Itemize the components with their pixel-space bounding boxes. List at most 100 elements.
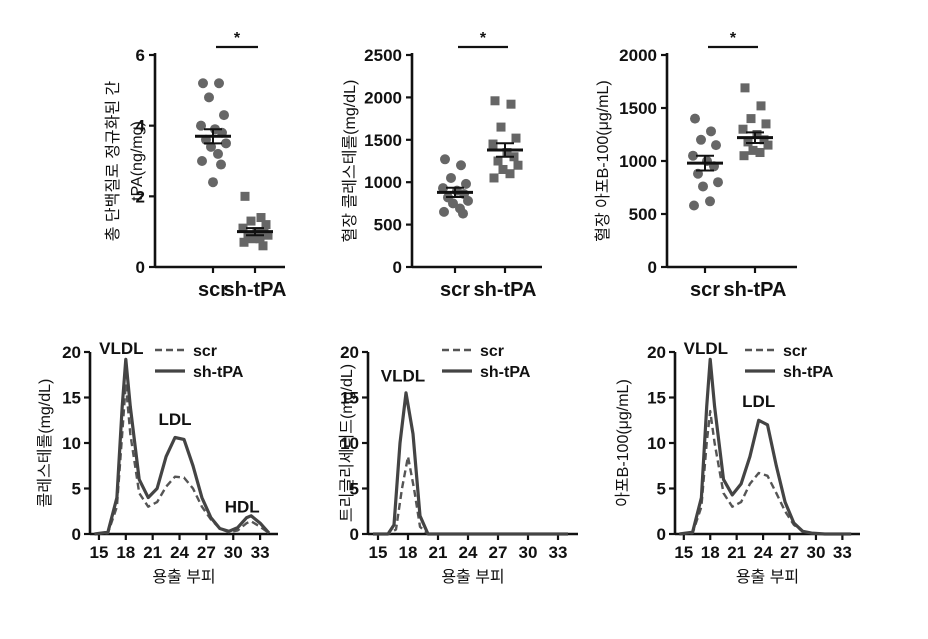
x-tick-label: 27 <box>197 543 216 562</box>
y-tick-label: 10 <box>647 434 666 453</box>
x-tick-label: 24 <box>170 543 189 562</box>
x-tick-label: 24 <box>459 543 478 562</box>
data-point <box>696 134 706 145</box>
data-point <box>240 191 250 201</box>
legend-label: scr <box>783 343 807 360</box>
peak-label: VLDL <box>684 339 728 358</box>
y-tick-label: 0 <box>136 258 145 277</box>
chart-p3: 0 500 1000 1500 2000 scr sh-tPA 혈장 아포B-100(μg/m… <box>594 30 797 301</box>
y-tick-label: 10 <box>62 434 81 453</box>
y-tick-label: 2500 <box>364 46 402 65</box>
y-tick-label: 20 <box>647 343 666 362</box>
legend-label: sh-tPA <box>193 364 244 381</box>
data-point <box>255 234 265 244</box>
data-point <box>505 169 515 179</box>
data-point <box>221 138 231 149</box>
y-tick-label: 20 <box>62 343 81 362</box>
x-tick-label: 33 <box>251 543 270 562</box>
y-tick-label: 1000 <box>619 152 657 171</box>
y-axis-label: tPA(ng/mg) <box>129 121 146 201</box>
data-point <box>248 234 258 244</box>
data-point <box>256 213 266 223</box>
data-point <box>440 154 450 165</box>
data-point <box>214 78 224 89</box>
peak-label: VLDL <box>99 339 143 358</box>
data-point <box>261 220 271 230</box>
y-tick-label: 2000 <box>364 88 402 107</box>
x-category-label: scr <box>690 279 720 301</box>
data-point <box>490 96 500 106</box>
data-point <box>756 101 766 111</box>
peak-label: HDL <box>225 497 260 516</box>
data-point <box>197 156 207 166</box>
data-point <box>739 151 749 161</box>
x-tick-label: 27 <box>489 543 508 562</box>
x-tick-label: 30 <box>806 543 825 562</box>
data-point <box>208 177 218 188</box>
x-tick-label: 18 <box>116 543 135 562</box>
y-axis-label: 트리글리세리드(mg/dL) <box>338 364 356 522</box>
y-tick-label: 0 <box>393 258 402 277</box>
data-point <box>689 200 699 211</box>
data-point <box>439 206 449 217</box>
data-point <box>752 130 762 139</box>
legend-label: sh-tPA <box>480 364 531 381</box>
data-point <box>246 216 256 226</box>
data-point <box>502 148 512 158</box>
data-point <box>489 173 499 183</box>
x-category-label: scr <box>440 279 470 301</box>
data-point <box>740 83 750 93</box>
x-category-label: sh-tPA <box>724 279 787 301</box>
data-point <box>206 141 216 152</box>
data-point <box>438 183 448 194</box>
y-tick-label: 0 <box>72 525 81 544</box>
data-point <box>493 156 503 166</box>
y-tick-label: 15 <box>340 389 359 408</box>
data-point <box>706 126 716 137</box>
data-point <box>216 159 226 170</box>
y-axis-label: 콜레스테롤(mg/dL) <box>36 379 54 508</box>
x-tick-label: 24 <box>754 543 773 562</box>
x-category-label: sh-tPA <box>224 279 287 301</box>
data-point <box>698 181 708 192</box>
data-point <box>511 133 521 143</box>
x-tick-label: 15 <box>89 543 108 562</box>
significance-star: * <box>234 30 241 47</box>
series-line-scr <box>94 382 270 536</box>
data-point <box>456 160 466 171</box>
x-tick-label: 27 <box>780 543 799 562</box>
data-point <box>743 137 753 147</box>
y-tick-label: 1500 <box>619 99 657 118</box>
x-category-label: sh-tPA <box>474 279 537 301</box>
data-point <box>488 139 498 149</box>
y-tick-label: 1000 <box>364 173 402 192</box>
x-tick-label: 21 <box>143 543 162 562</box>
series-line-sh-tPA <box>94 357 271 536</box>
data-point <box>755 148 765 158</box>
x-tick-label: 15 <box>674 543 693 562</box>
y-axis-label: 총 단백질로 정규화된 간 <box>104 80 122 241</box>
y-tick-label: 500 <box>629 205 657 224</box>
peak-label: VLDL <box>381 366 425 385</box>
x-axis-label: 용출 부피 <box>152 568 215 586</box>
y-tick-label: 2000 <box>619 46 657 65</box>
data-point <box>690 113 700 124</box>
series-line-sh-tPA <box>373 391 568 536</box>
data-point <box>463 195 473 206</box>
data-point <box>748 145 758 155</box>
x-axis-label: 용출 부피 <box>441 568 504 586</box>
y-tick-label: 2 <box>136 187 145 206</box>
data-point <box>763 140 773 150</box>
y-tick-label: 0 <box>657 525 666 544</box>
y-tick-label: 4 <box>136 117 146 136</box>
series-line-scr <box>373 455 568 536</box>
data-point <box>219 110 229 121</box>
y-tick-label: 5 <box>72 480 81 499</box>
legend-label: scr <box>480 343 504 360</box>
data-point <box>458 208 468 219</box>
peak-label: LDL <box>742 392 775 411</box>
data-point <box>746 114 756 124</box>
data-point <box>761 119 771 129</box>
legend-label: sh-tPA <box>783 364 834 381</box>
